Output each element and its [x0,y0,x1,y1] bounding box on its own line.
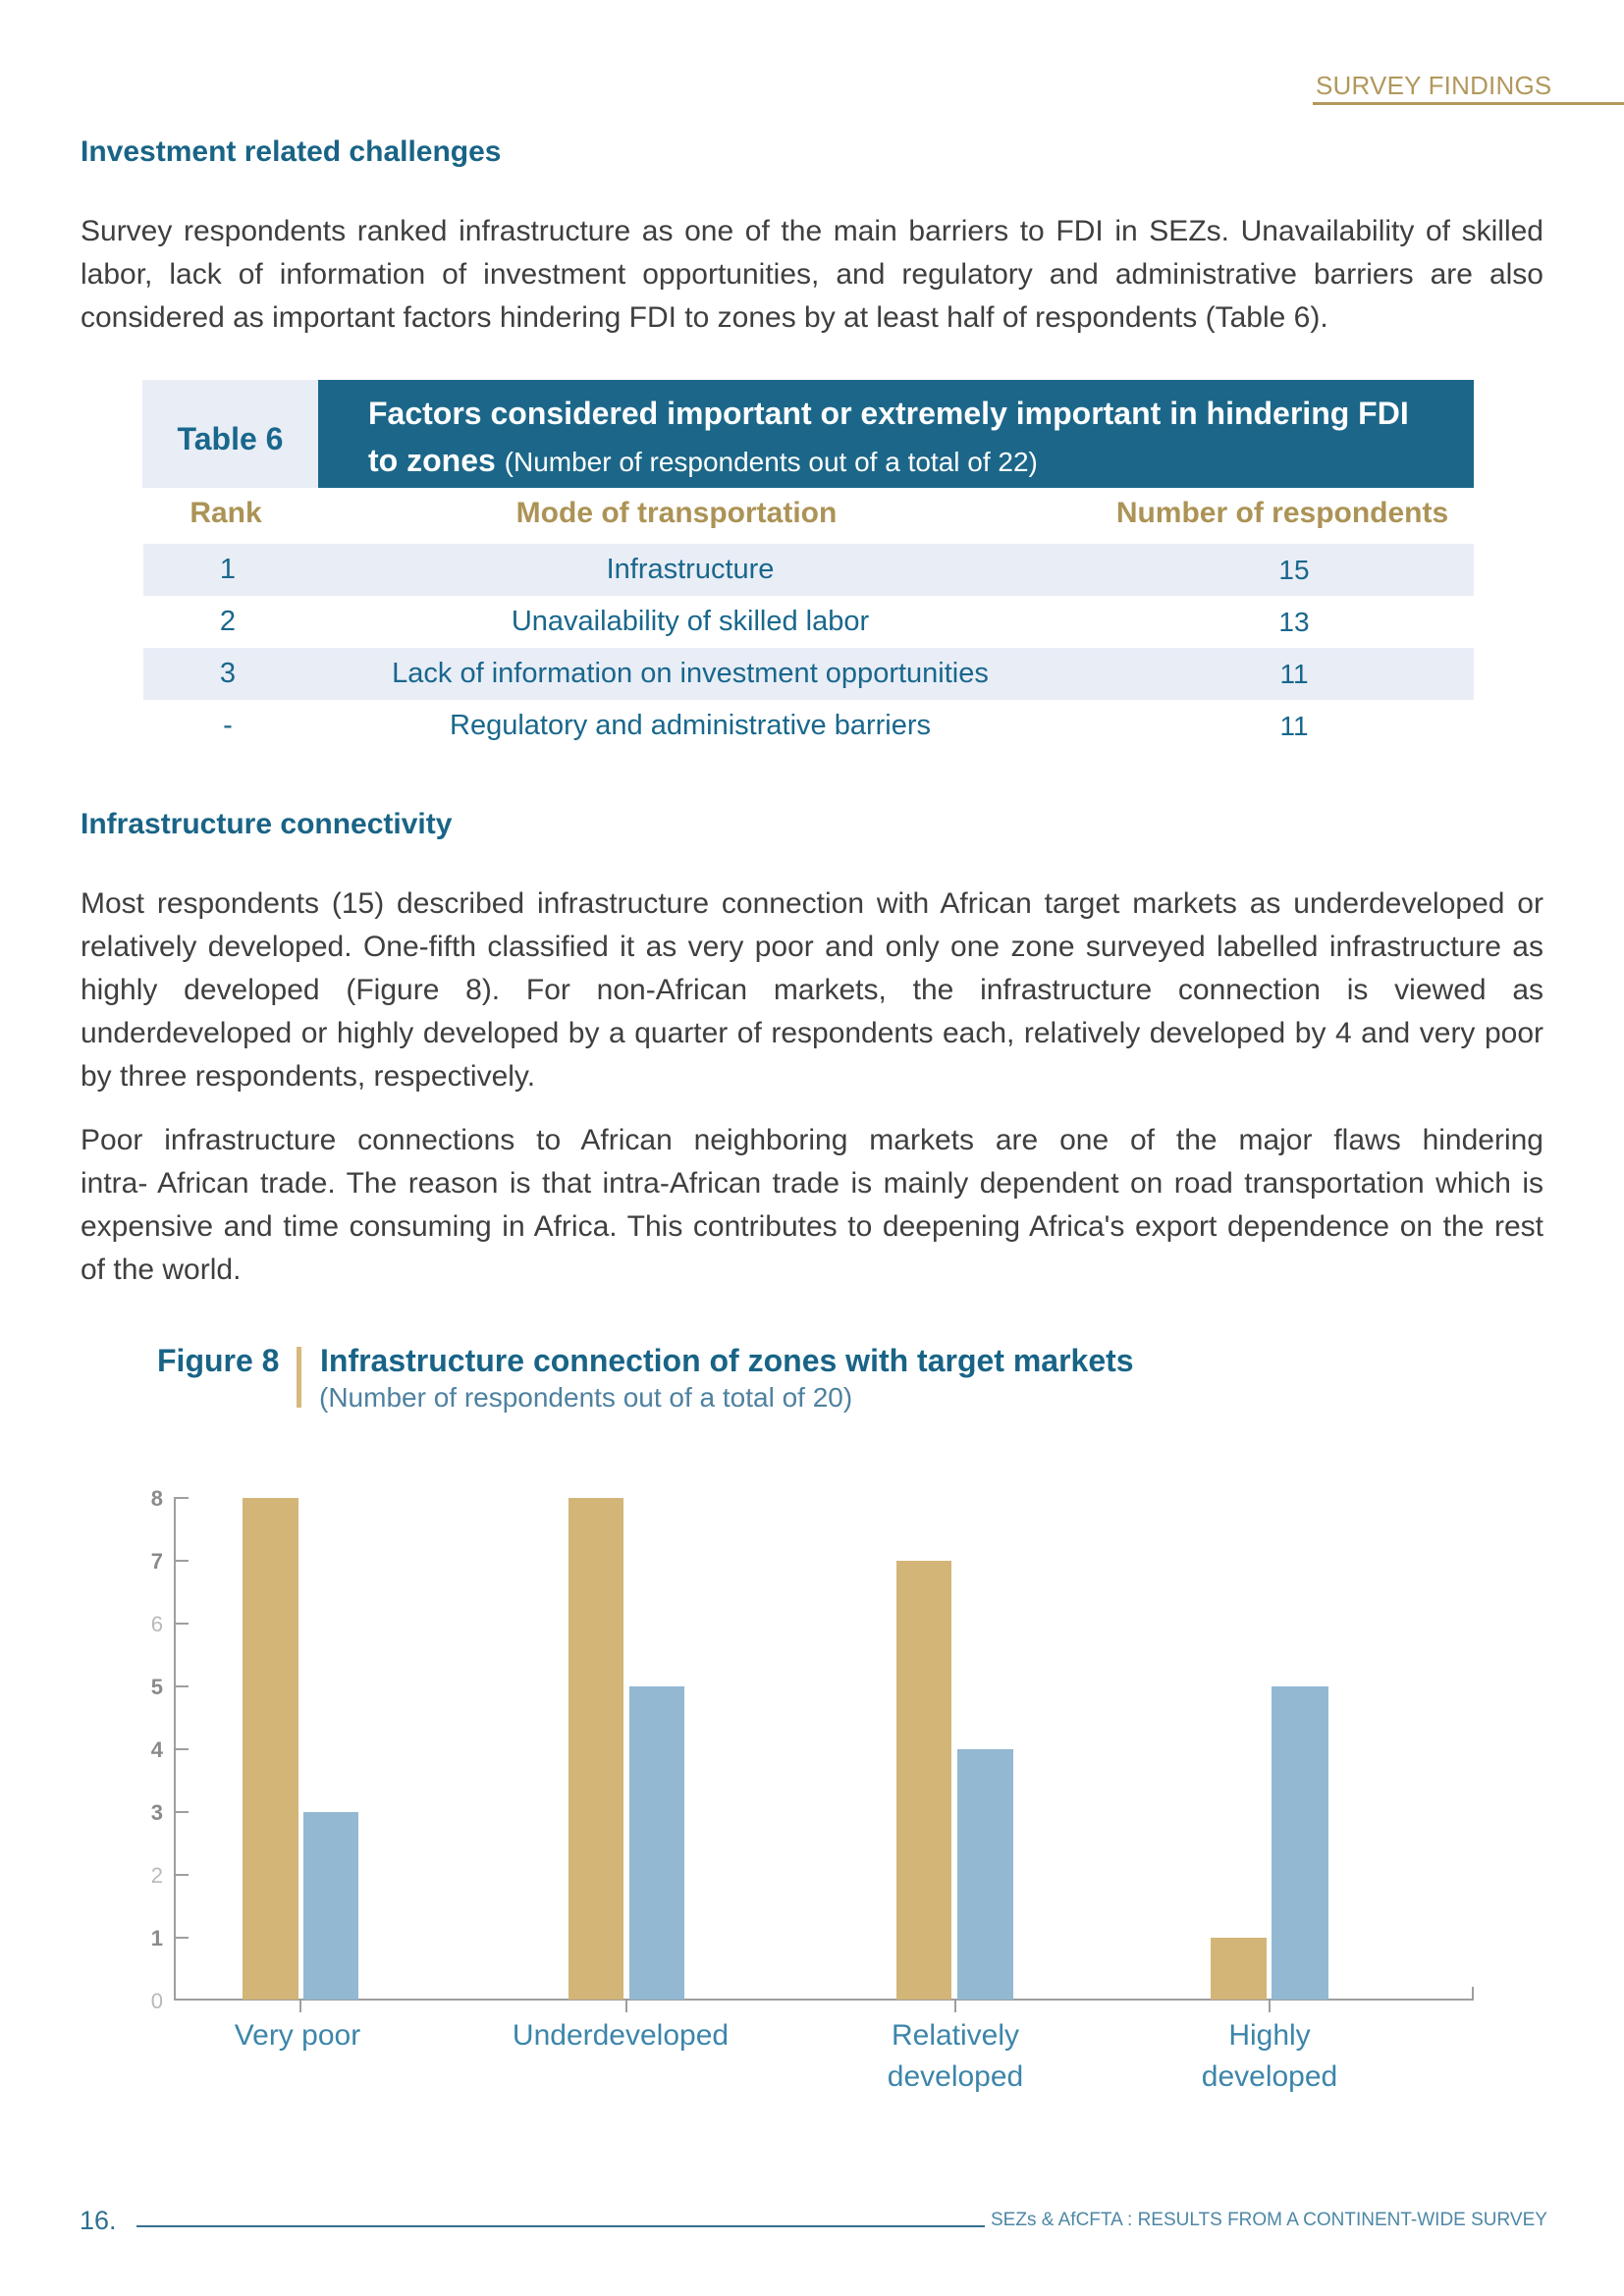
svg-text:developed: developed [888,2060,1023,2093]
svg-text:Relatively: Relatively [892,2019,1019,2052]
svg-text:2: 2 [151,1863,163,1888]
svg-text:developed: developed [1202,2060,1337,2093]
svg-text:0: 0 [151,1989,163,2013]
svg-text:Underdeveloped: Underdeveloped [513,2019,729,2052]
svg-text:8: 8 [151,1486,163,1511]
svg-text:Very poor: Very poor [235,2019,360,2052]
svg-text:7: 7 [151,1549,163,1574]
svg-text:5: 5 [151,1675,163,1699]
svg-text:6: 6 [151,1612,163,1636]
svg-text:3: 3 [151,1800,163,1825]
svg-text:1: 1 [151,1926,163,1950]
svg-text:Highly: Highly [1228,2019,1310,2052]
svg-text:4: 4 [151,1737,164,1762]
